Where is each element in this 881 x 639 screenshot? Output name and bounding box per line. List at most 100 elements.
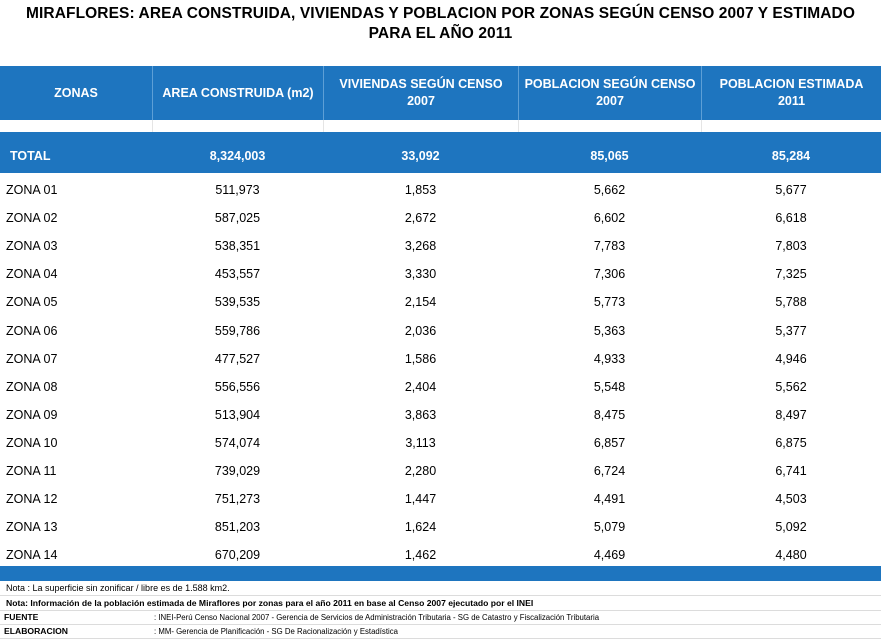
area-cell: 538,351 — [214, 239, 261, 254]
table-row: ZONA 10 574,074 3,113 6,857 6,875 — [0, 429, 881, 457]
area-cell: 477,527 — [214, 351, 261, 366]
viviendas-cell: 2,672 — [404, 211, 437, 226]
area-cell: 559,786 — [214, 323, 261, 338]
table-row: ZONA 05 539,535 2,154 5,773 5,788 — [0, 288, 881, 316]
table-row: ZONA 06 559,786 2,036 5,363 5,377 — [0, 316, 881, 344]
viviendas-cell: 3,330 — [404, 267, 437, 282]
poblacion-2007-cell: 8,475 — [593, 407, 626, 422]
viviendas-cell: 3,113 — [405, 435, 436, 450]
poblacion-2007-cell: 4,491 — [593, 492, 626, 507]
page-title: MIRAFLORES: AREA CONSTRUIDA, VIVIENDAS Y… — [0, 4, 881, 44]
poblacion-2011-cell: 5,092 — [775, 520, 807, 535]
poblacion-2011-cell: 7,325 — [775, 267, 807, 282]
poblacion-2007-cell: 6,857 — [593, 435, 626, 450]
area-cell: 556,556 — [214, 379, 261, 394]
poblacion-2011-cell: 4,480 — [775, 548, 807, 563]
poblacion-2011-cell: 5,562 — [775, 379, 807, 394]
poblacion-2011-cell: 8,497 — [775, 407, 807, 422]
note-informacion: Nota: Información de la población estima… — [0, 596, 881, 611]
zona-cell: ZONA 14 — [6, 548, 58, 563]
area-cell: 751,273 — [214, 492, 261, 507]
viviendas-cell: 3,863 — [404, 407, 437, 422]
fuente-row: FUENTE : INEI-Perú Censo Nacional 2007 -… — [0, 611, 881, 625]
poblacion-2011-cell: 5,377 — [775, 323, 807, 338]
viviendas-cell: 2,280 — [404, 463, 437, 478]
poblacion-2007-cell: 5,363 — [593, 323, 626, 338]
fuente-text: : INEI-Perú Censo Nacional 2007 - Gerenc… — [154, 613, 600, 622]
total-poblacion-2011: 85,284 — [771, 148, 811, 163]
poblacion-2007-cell: 4,469 — [593, 548, 626, 563]
elaboracion-text: : MM- Gerencia de Planificación - SG De … — [154, 627, 398, 636]
divider-band — [0, 132, 881, 138]
zona-cell: ZONA 10 — [6, 435, 58, 450]
elaboracion-row: ELABORACION : MM- Gerencia de Planificac… — [0, 625, 881, 639]
header-viviendas: VIVIENDAS SEGÚN CENSO 2007 — [323, 66, 518, 120]
table-row: ZONA 13 851,203 1,624 5,079 5,092 — [0, 513, 881, 541]
table-header: ZONAS AREA CONSTRUIDA (m2) VIVIENDAS SEG… — [0, 66, 881, 120]
poblacion-2011-cell: 6,875 — [775, 435, 807, 450]
total-viviendas: 33,092 — [401, 148, 440, 163]
header-poblacion-2007: POBLACION SEGÚN CENSO 2007 — [518, 66, 701, 120]
zona-cell: ZONA 07 — [6, 351, 58, 366]
footer-band — [0, 566, 881, 581]
area-cell: 453,557 — [214, 267, 261, 282]
total-area: 8,324,003 — [209, 148, 266, 163]
area-cell: 511,973 — [215, 183, 260, 198]
poblacion-2011-cell: 4,946 — [775, 351, 807, 366]
area-cell: 851,203 — [214, 520, 261, 535]
zona-cell: ZONA 01 — [6, 183, 58, 198]
poblacion-2007-cell: 6,724 — [593, 463, 626, 478]
zona-cell: ZONA 02 — [6, 211, 58, 226]
total-row: TOTAL 8,324,003 33,092 85,065 85,284 — [0, 138, 881, 173]
viviendas-cell: 3,268 — [404, 239, 437, 254]
viviendas-cell: 1,624 — [404, 520, 437, 535]
table-row: ZONA 08 556,556 2,404 5,548 5,562 — [0, 373, 881, 401]
viviendas-cell: 2,404 — [404, 379, 437, 394]
poblacion-2007-cell: 5,548 — [593, 379, 626, 394]
table-row: ZONA 12 751,273 1,447 4,491 4,503 — [0, 485, 881, 513]
header-zonas: ZONAS — [54, 85, 98, 100]
poblacion-2011-cell: 6,618 — [775, 211, 807, 226]
viviendas-cell: 1,462 — [404, 548, 437, 563]
header-poblacion-2011: POBLACION ESTIMADA 2011 — [701, 66, 881, 120]
table-row: ZONA 03 538,351 3,268 7,783 7,803 — [0, 232, 881, 260]
viviendas-cell: 2,036 — [404, 323, 437, 338]
title-line-1: MIRAFLORES: AREA CONSTRUIDA, VIVIENDAS Y… — [26, 5, 855, 22]
notes-section: Nota : La superficie sin zonificar / lib… — [0, 581, 881, 639]
table-row: ZONA 02 587,025 2,672 6,602 6,618 — [0, 204, 881, 232]
zona-cell: ZONA 11 — [6, 463, 57, 478]
poblacion-2007-cell: 7,783 — [593, 239, 626, 254]
note-superficie: Nota : La superficie sin zonificar / lib… — [0, 581, 881, 596]
table-row: ZONA 09 513,904 3,863 8,475 8,497 — [0, 401, 881, 429]
poblacion-2011-cell: 5,677 — [775, 183, 807, 198]
poblacion-2011-cell: 7,803 — [775, 239, 807, 254]
poblacion-2011-cell: 6,741 — [775, 463, 807, 478]
zona-cell: ZONA 08 — [6, 379, 58, 394]
area-cell: 539,535 — [214, 295, 261, 310]
zona-cell: ZONA 09 — [6, 407, 58, 422]
table-row: ZONA 14 670,209 1,462 4,469 4,480 — [0, 541, 881, 569]
zona-cell: ZONA 06 — [6, 323, 58, 338]
poblacion-2007-cell: 7,306 — [593, 267, 626, 282]
fuente-label: FUENTE — [4, 612, 39, 622]
poblacion-2007-cell: 6,602 — [593, 211, 626, 226]
area-cell: 513,904 — [214, 407, 261, 422]
zona-cell: ZONA 03 — [6, 239, 58, 254]
viviendas-cell: 1,447 — [404, 492, 437, 507]
area-cell: 587,025 — [214, 211, 261, 226]
poblacion-2007-cell: 5,079 — [593, 520, 626, 535]
table-body: ZONA 01 511,973 1,853 5,662 5,677 ZONA 02 587… — [0, 176, 881, 569]
title-line-2: PARA EL AÑO 2011 — [368, 25, 513, 42]
viviendas-cell: 2,154 — [404, 295, 437, 310]
header-spacer — [0, 120, 881, 132]
total-label: TOTAL — [10, 148, 51, 163]
data-table: ZONAS AREA CONSTRUIDA (m2) VIVIENDAS SEG… — [0, 66, 881, 569]
zona-cell: ZONA 04 — [6, 267, 58, 282]
poblacion-2007-cell: 5,662 — [593, 183, 626, 198]
table-row: ZONA 07 477,527 1,586 4,933 4,946 — [0, 345, 881, 373]
zona-cell: ZONA 13 — [6, 520, 58, 535]
poblacion-2011-cell: 5,788 — [775, 295, 807, 310]
total-poblacion-2007: 85,065 — [590, 148, 629, 163]
table-row: ZONA 01 511,973 1,853 5,662 5,677 — [0, 176, 881, 204]
header-area: AREA CONSTRUIDA (m2) — [152, 66, 323, 120]
